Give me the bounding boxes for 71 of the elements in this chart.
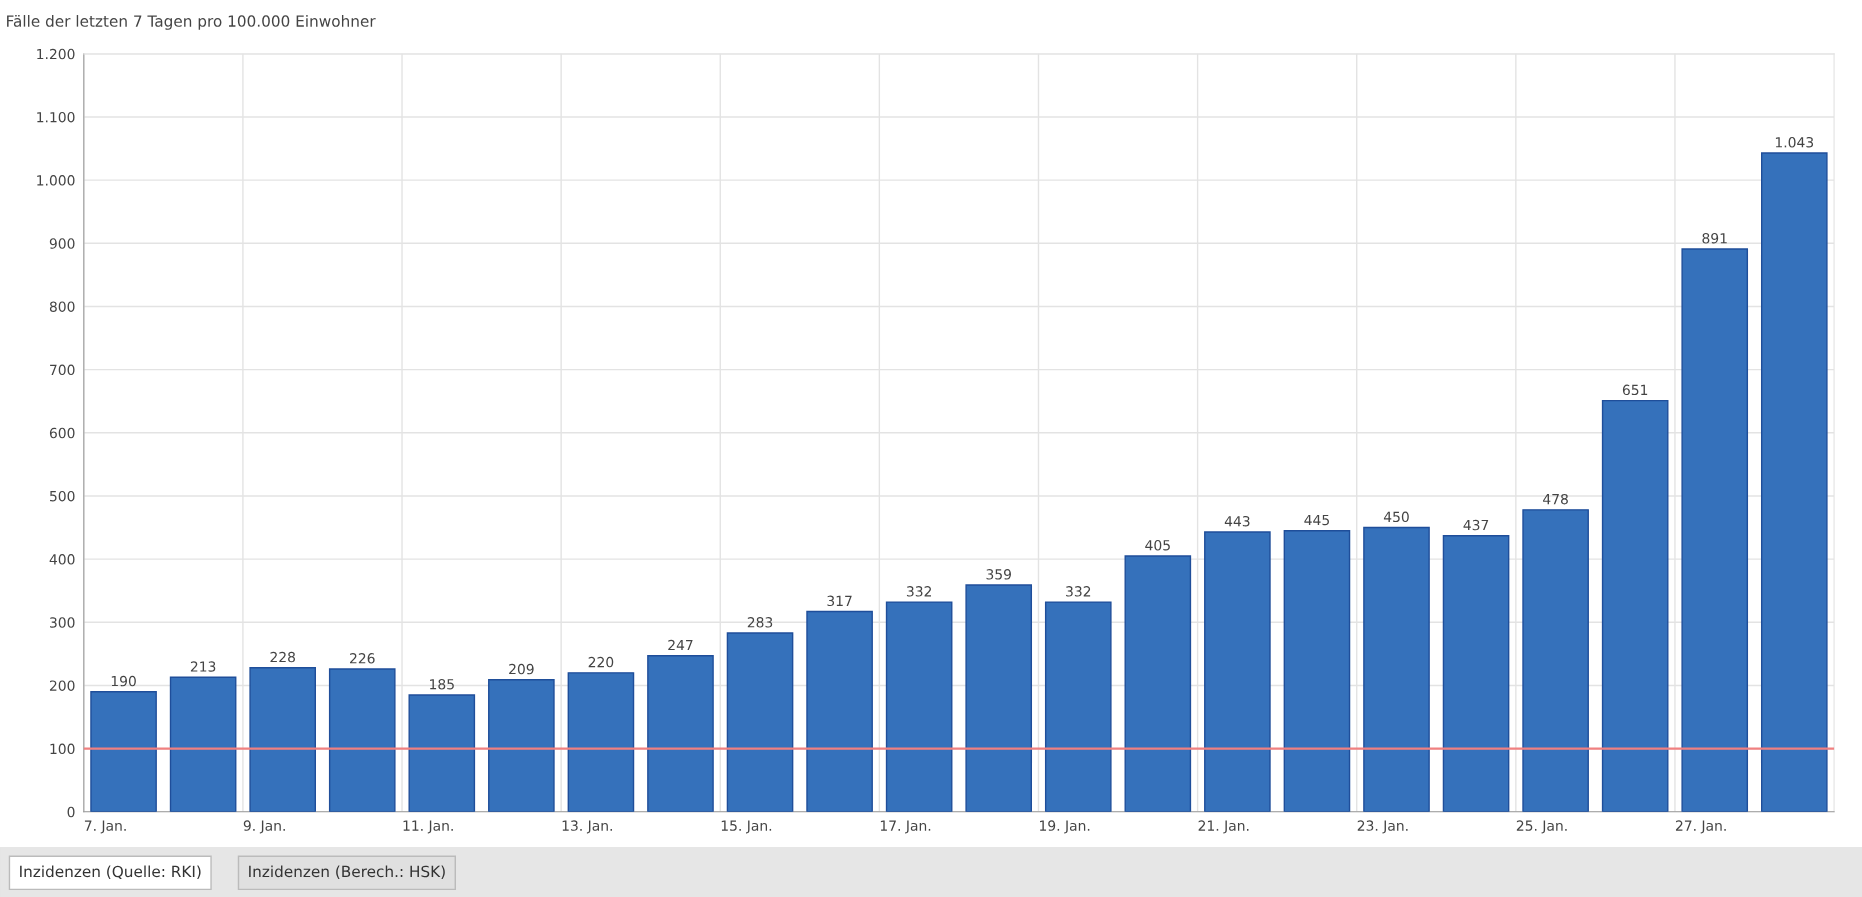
bar <box>1044 601 1112 812</box>
bar <box>1363 526 1430 812</box>
data-label: 220 <box>588 656 614 668</box>
data-label: 317 <box>827 595 852 607</box>
x-tick-label: 15. Jan. <box>721 820 772 834</box>
data-label: 443 <box>1224 516 1250 527</box>
data-label: 1.043 <box>1775 137 1814 148</box>
data-label: 209 <box>509 663 534 675</box>
x-tick-label: 9. Jan. <box>243 820 285 834</box>
y-tick-label: 1.000 <box>37 175 75 186</box>
y-tick-label: 200 <box>49 680 75 691</box>
bar <box>726 632 794 812</box>
y-tick-label: 1.200 <box>37 48 75 60</box>
data-label: 405 <box>1145 540 1170 551</box>
y-tick-label: 1.100 <box>37 111 75 123</box>
bar <box>1522 509 1589 812</box>
bar <box>328 668 396 812</box>
y-tick-label: 900 <box>49 238 75 249</box>
bar <box>249 667 316 812</box>
bar <box>1124 555 1192 812</box>
x-tick-label: 7. Jan. <box>84 820 126 834</box>
x-tick-label: 21. Jan. <box>1198 820 1249 834</box>
x-tick-label: 25. Jan. <box>1516 820 1567 834</box>
y-tick-label: 0 <box>67 806 75 818</box>
bar <box>567 672 635 812</box>
data-label: 283 <box>747 617 773 628</box>
data-label: 450 <box>1383 511 1409 523</box>
x-tick-label: 23. Jan. <box>1357 820 1408 834</box>
bar <box>408 694 476 812</box>
y-tick-label: 300 <box>50 617 75 628</box>
data-label: 185 <box>430 678 454 690</box>
bar <box>965 584 1033 812</box>
bar <box>1681 248 1749 812</box>
y-tick-label: 400 <box>49 554 75 565</box>
data-label: 359 <box>986 569 1011 580</box>
chart-title: Fälle der letzten 7 Tagen pro 100.000 Einwohner <box>7 15 376 30</box>
bar <box>488 679 555 812</box>
y-tick-label: 500 <box>50 490 75 502</box>
data-label: 332 <box>906 586 932 597</box>
x-tick-label: 19. Jan. <box>1040 820 1090 834</box>
x-tick-label: 27. Jan. <box>1675 820 1726 834</box>
bar <box>806 610 873 812</box>
bar <box>1760 152 1828 812</box>
data-label: 213 <box>190 661 216 672</box>
x-tick-label: 11. Jan. <box>403 820 453 834</box>
data-label: 478 <box>1543 493 1568 505</box>
y-tick-label: 600 <box>49 427 75 439</box>
data-label: 437 <box>1463 519 1489 531</box>
text: Inzidenzen (Quelle: RKI) <box>20 865 201 880</box>
bar <box>1204 531 1271 812</box>
bar <box>1283 530 1351 812</box>
data-label: 228 <box>270 651 295 663</box>
bar <box>1601 399 1669 812</box>
bar <box>169 676 237 812</box>
x-tick-label: 13. Jan. <box>562 820 612 834</box>
data-label: 445 <box>1304 514 1329 526</box>
data-label: 190 <box>111 675 136 687</box>
data-label: 332 <box>1066 586 1091 597</box>
y-tick-label: 800 <box>49 301 75 312</box>
bar <box>647 655 714 812</box>
data-label: 226 <box>350 653 375 664</box>
x-tick-label: 17. Jan. <box>880 820 931 834</box>
y-tick-label: 700 <box>50 364 75 376</box>
data-label: 891 <box>1702 233 1727 244</box>
bar <box>90 691 157 812</box>
text: Inzidenzen (Berech.: HSK) <box>249 865 445 880</box>
data-label: 651 <box>1622 384 1648 396</box>
data-label: 247 <box>668 639 693 651</box>
bar <box>1442 535 1510 812</box>
y-tick-label: 100 <box>50 743 75 755</box>
bar <box>885 601 953 812</box>
